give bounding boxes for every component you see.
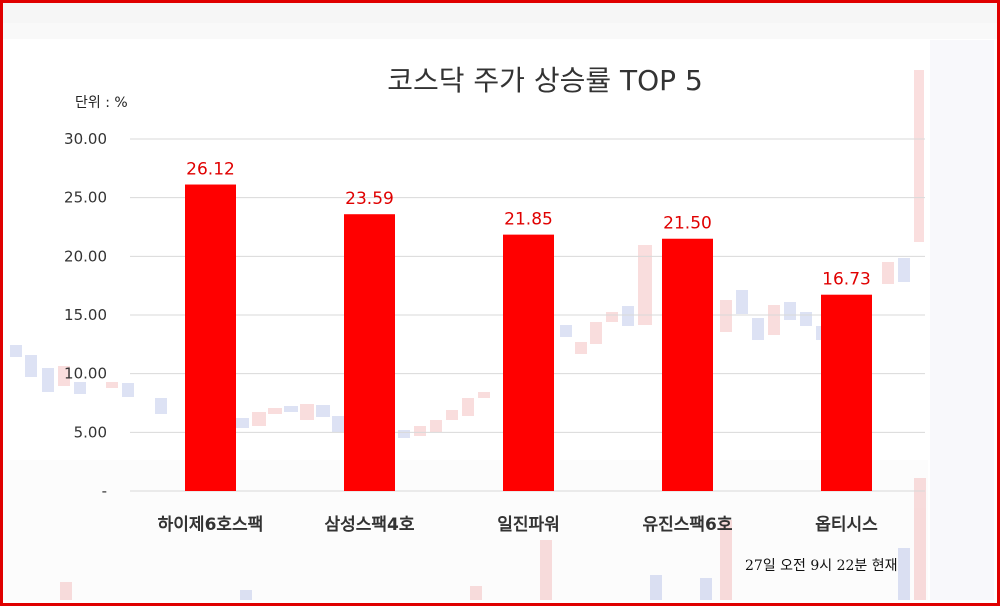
bar-series xyxy=(185,184,872,492)
bar xyxy=(503,234,554,492)
bar xyxy=(662,238,713,491)
y-tick-label: 15.00 xyxy=(64,306,107,324)
data-label: 21.85 xyxy=(504,210,553,230)
timestamp-note: 27일 오전 9시 22분 현재 xyxy=(745,558,898,574)
y-tick-label: 10.00 xyxy=(64,365,107,383)
unit-label: 단위 : % xyxy=(75,95,128,111)
data-label: 23.59 xyxy=(345,189,394,209)
data-label: 21.50 xyxy=(663,214,712,234)
y-tick-label: 25.00 xyxy=(64,189,107,207)
bar xyxy=(185,184,236,491)
bar xyxy=(344,214,395,491)
x-axis: 하이제6호스팩 삼성스팩4호 일진파워 유진스팩6호 옵티시스 xyxy=(158,515,878,535)
y-tick-label: 5.00 xyxy=(74,423,107,441)
data-label: 26.12 xyxy=(186,160,235,180)
data-labels: 26.12 23.59 21.85 21.50 16.73 xyxy=(186,160,871,290)
x-category-label: 하이제6호스팩 xyxy=(158,515,264,535)
chart-title: 코스닥 주가 상승률 TOP 5 xyxy=(387,64,703,97)
x-category-label: 유진스팩6호 xyxy=(642,515,732,535)
x-category-label: 옵티시스 xyxy=(815,515,878,535)
y-tick-label: 20.00 xyxy=(64,247,107,265)
x-category-label: 일진파워 xyxy=(497,515,560,535)
y-axis: 30.00 25.00 20.00 15.00 10.00 5.00 - xyxy=(64,130,107,500)
y-tick-label: - xyxy=(102,482,107,500)
y-tick-label: 30.00 xyxy=(64,130,107,148)
x-category-label: 삼성스팩4호 xyxy=(324,515,414,535)
bar xyxy=(821,294,872,491)
data-label: 16.73 xyxy=(822,270,871,290)
